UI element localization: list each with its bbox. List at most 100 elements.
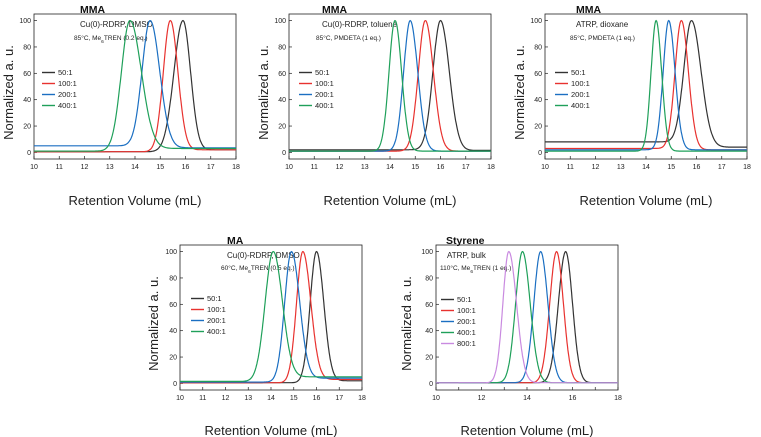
- y-tick-label: 20: [169, 355, 177, 362]
- chart-panel-5: 10 12 14 16 18 0 20 40 60 80 100 Retention Volume (…: [399, 235, 622, 437]
- y-tick-label: 100: [274, 18, 286, 25]
- chart-title: Styrene: [446, 235, 485, 247]
- x-tick-label: 11: [567, 164, 574, 171]
- legend-label: 100:1: [58, 79, 77, 88]
- y-tick-label: 40: [534, 97, 542, 104]
- conditions-part: TREN (1 eq.): [473, 265, 511, 272]
- y-tick-label: 0: [27, 150, 31, 157]
- x-tick-label: 15: [667, 164, 675, 171]
- y-axis-label: Normalized a. u.: [256, 45, 271, 140]
- conditions-part: 85°C, PMDETA (1 eq.): [316, 34, 381, 42]
- x-tick-label: 17: [718, 164, 726, 171]
- x-tick-label: 18: [743, 164, 751, 171]
- chart-panel-3: 10 11 12 13 14 15 16 17 18 0 20 40 60 80 100 Retention …: [512, 4, 751, 208]
- y-tick-label: 80: [169, 275, 177, 282]
- conditions-part: 60°C, Me: [221, 264, 249, 272]
- conditions-part: 110°C, Me: [440, 264, 471, 272]
- series-line-200-1: [34, 19, 236, 149]
- legend-label: 50:1: [207, 294, 222, 303]
- x-tick-label: 16: [313, 395, 321, 402]
- legend-label: 100:1: [207, 305, 226, 314]
- y-tick-label: 60: [425, 302, 433, 309]
- y-tick-label: 100: [421, 249, 433, 256]
- conditions-part: 85°C, PMDETA (1 eq.): [570, 34, 635, 42]
- x-tick-label: 16: [693, 164, 701, 171]
- x-tick-label: 13: [361, 164, 369, 171]
- series-line-200-1: [545, 19, 747, 151]
- x-tick-label: 10: [285, 164, 293, 171]
- x-tick-label: 16: [569, 395, 577, 402]
- y-tick-label: 80: [23, 44, 31, 51]
- legend-label: 100:1: [315, 79, 334, 88]
- x-axis-label: Retention Volume (mL): [205, 423, 338, 437]
- legend-label: 400:1: [58, 101, 77, 110]
- x-tick-label: 17: [335, 395, 343, 402]
- x-axis-label: Retention Volume (mL): [461, 423, 594, 437]
- y-tick-label: 40: [425, 328, 433, 335]
- y-tick-label: 0: [429, 381, 433, 388]
- legend-label: 200:1: [457, 317, 476, 326]
- series-line-200-1: [180, 250, 362, 383]
- series-line-400-1: [289, 19, 491, 152]
- chart-subtitle: Cu(0)-RDRP, DMSO: [80, 20, 153, 29]
- x-tick-label: 11: [56, 164, 63, 171]
- x-tick-label: 10: [176, 395, 184, 402]
- chart-subtitle: ATRP, bulk: [447, 251, 487, 260]
- legend-label: 100:1: [457, 306, 476, 315]
- x-tick-label: 11: [311, 164, 318, 171]
- x-tick-label: 10: [30, 164, 38, 171]
- series-line-100-1: [34, 19, 236, 153]
- y-tick-label: 20: [278, 124, 286, 131]
- y-tick-label: 0: [538, 150, 542, 157]
- legend-label: 200:1: [315, 90, 334, 99]
- chart-conditions: 60°C, Me6TREN (0.5 eq.): [221, 264, 295, 275]
- x-tick-label: 11: [199, 395, 206, 402]
- chart-conditions: 110°C, Me6TREN (1 eq.): [440, 264, 511, 275]
- series-line-400-1: [180, 250, 362, 382]
- conditions-part: TREN (0.5 eq.): [251, 265, 295, 272]
- y-tick-label: 100: [165, 249, 177, 256]
- x-axis-label: Retention Volume (mL): [324, 193, 457, 208]
- y-tick-label: 60: [23, 71, 31, 78]
- y-axis-label: Normalized a. u.: [399, 276, 414, 371]
- x-tick-label: 12: [478, 395, 486, 402]
- x-tick-label: 15: [411, 164, 419, 171]
- x-tick-label: 15: [156, 164, 164, 171]
- x-tick-label: 12: [592, 164, 600, 171]
- y-tick-label: 20: [23, 124, 31, 131]
- legend-label: 50:1: [315, 68, 330, 77]
- x-tick-label: 14: [642, 164, 650, 171]
- chart-panel-2: 10 11 12 13 14 15 16 17 18 0 20 40 60 80 100 Retention …: [256, 4, 495, 208]
- chart-conditions: 85°C, PMDETA (1 eq.): [570, 34, 635, 42]
- x-tick-label: 12: [222, 395, 230, 402]
- x-tick-label: 14: [267, 395, 275, 402]
- y-axis-label: Normalized a. u.: [1, 45, 16, 140]
- chart-subtitle: Cu(0)-RDRP, toluene: [322, 20, 398, 29]
- legend-label: 50:1: [457, 295, 472, 304]
- legend-label: 400:1: [457, 328, 476, 337]
- x-tick-label: 17: [462, 164, 470, 171]
- legend-label: 100:1: [571, 79, 590, 88]
- chart-panel-4: 10 11 12 13 14 15 16 17 18 0 20 40 60 80 100 Retention …: [146, 235, 366, 437]
- chart-subtitle: ATRP, dioxane: [576, 20, 629, 29]
- conditions-part: 6: [248, 269, 251, 275]
- x-axis-label: Retention Volume (mL): [580, 193, 713, 208]
- y-tick-label: 80: [534, 44, 542, 51]
- conditions-part: 85°C, Me: [74, 34, 102, 42]
- series-line-800-1: [436, 250, 618, 384]
- series-line-400-1: [545, 19, 747, 152]
- legend-label: 200:1: [571, 90, 590, 99]
- y-tick-label: 40: [23, 97, 31, 104]
- x-tick-label: 18: [487, 164, 495, 171]
- x-tick-label: 16: [182, 164, 190, 171]
- conditions-part: 6: [470, 269, 473, 275]
- x-tick-label: 15: [290, 395, 298, 402]
- series-line-100-1: [180, 250, 362, 384]
- x-tick-label: 13: [244, 395, 252, 402]
- y-tick-label: 0: [173, 381, 177, 388]
- y-tick-label: 60: [169, 302, 177, 309]
- y-tick-label: 100: [530, 18, 542, 25]
- chart-title: MMA: [80, 4, 105, 16]
